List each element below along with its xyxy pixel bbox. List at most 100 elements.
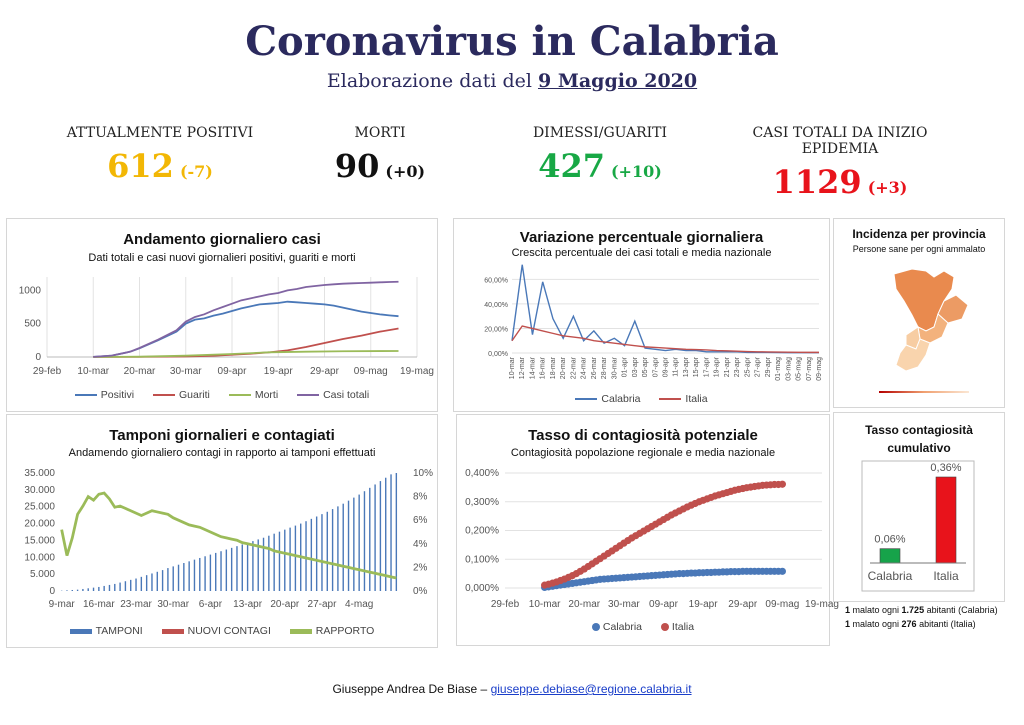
x-tick-label: 09-mag (765, 599, 799, 610)
footer: Giuseppe Andrea De Biase – giuseppe.debi… (0, 682, 1024, 696)
y-tick-label: 60,00% (484, 277, 508, 284)
x-tick-label: 01-apr (622, 356, 629, 377)
chart-title: Tasso di contagiosità potenziale (528, 427, 758, 444)
bar-tamponi (241, 544, 243, 591)
x-tick-label: 19-mag (805, 599, 839, 610)
panel-variation: Variazione percentuale giornaliera Cresc… (453, 218, 830, 412)
bar-tamponi (374, 484, 376, 591)
subtitle-date: 9 Maggio 2020 (537, 70, 698, 92)
bar-tamponi (225, 549, 228, 591)
bar-tamponi (156, 571, 158, 591)
y-left-tick-label: 5.000 (30, 569, 55, 580)
chart-legend: Calabria Italia (454, 393, 829, 405)
x-tick-label: 29-apr (765, 356, 772, 377)
bar-tamponi (215, 552, 217, 591)
page-subtitle: Elaborazione dati del 9 Maggio 2020 (0, 70, 1024, 92)
bar-tamponi (140, 576, 143, 591)
bar-tamponi (310, 518, 313, 591)
y-tick-label: 0,000% (465, 583, 499, 594)
x-tick-label: 19-apr (714, 356, 721, 377)
y-tick-label: 20,00% (484, 326, 508, 333)
x-tick-label: 09-apr (663, 356, 670, 377)
x-tick-label: 27-apr (755, 356, 762, 377)
x-tick-label: 4-mag (345, 599, 373, 610)
stat-label: ATTUALMENTE POSITIVI (66, 125, 254, 141)
stat-delta: (+3) (867, 178, 908, 197)
x-tick-label: 13-apr (233, 599, 263, 610)
incidence-scale (879, 391, 969, 393)
legend-item: Positivi (74, 389, 134, 401)
bar-tamponi (268, 535, 270, 591)
x-tick-label: 23-apr (734, 356, 741, 377)
x-tick-label: 10-mar (509, 356, 516, 379)
bar-tamponi (151, 573, 153, 591)
bar-tamponi (390, 474, 392, 591)
contagion-chart: 0,000% 0,100% 0,200% 0,300% 0,400% 29-feb 10-m… (465, 468, 839, 610)
y-tick-label: 0,400% (465, 468, 499, 479)
chart-subtitle: Andamendo giornaliero contagi in rapport… (68, 447, 376, 459)
x-tick-label: 30-mar (157, 599, 189, 610)
stat-number: 1129 (772, 163, 862, 201)
y-tick-label: 1000 (19, 285, 42, 296)
bar-tamponi (326, 511, 328, 591)
x-tick-label: 03-mag (785, 357, 792, 381)
bar-tamponi (369, 487, 371, 591)
stat-delta: (+0) (385, 162, 426, 181)
bar-tamponi (71, 589, 73, 591)
bar-tamponi (358, 494, 360, 591)
bar-tamponi (82, 588, 84, 591)
y-right-tick-label: 4% (413, 539, 428, 550)
y-left-tick-label: 30.000 (24, 485, 55, 496)
footer-author: Giuseppe Andrea De Biase – (332, 682, 488, 696)
x-tick-label: 01-mag (775, 357, 782, 381)
x-tick-label: 09-mag (816, 357, 823, 381)
variation-chart: 0,00% 20,00% 40,00% 60,00% 10-mar 12-mar 14-ma… (484, 264, 823, 381)
x-tick-label: 20-mar (124, 366, 156, 377)
y-right-tick-label: 0% (413, 586, 428, 597)
y-tick-label: 0,00% (488, 351, 508, 358)
y-right-tick-label: 6% (413, 515, 428, 526)
daily-chart: 29-feb 10-mar 20-mar 30-mar 09-apr 19-apr 29-a… (19, 277, 434, 377)
bar-tamponi (220, 551, 222, 591)
bar-tamponi (87, 588, 89, 591)
bar-tamponi (114, 583, 116, 591)
x-tick-label: 29-feb (491, 599, 520, 610)
chart-title: Andamento giornaliero casi (123, 231, 321, 248)
x-tick-label: 19-apr (689, 599, 719, 610)
legend-item: Morti (228, 389, 278, 401)
x-tick-label: 05-apr (642, 356, 649, 377)
bar-tamponi (230, 547, 233, 591)
y-tick-label: 0 (35, 352, 41, 363)
legend-item: Italia (660, 621, 694, 633)
bar-tamponi (246, 542, 249, 591)
stat-label: CASI TOTALI DA INIZIO EPIDEMIA (752, 125, 928, 157)
stat-number: 90 (334, 147, 380, 185)
bar-tamponi (172, 566, 174, 591)
stat-casi-totali: CASI TOTALI DA INIZIO EPIDEMIA 1129 (+3) (720, 125, 960, 201)
x-tick-label: 30-mar (170, 366, 202, 377)
y-right-tick-label: 10% (413, 468, 433, 479)
footer-email-link[interactable]: giuseppe.debiase@regione.calabria.it (490, 682, 692, 696)
x-tick-label: 20-mar (568, 599, 600, 610)
x-tick-label: 05-mag (796, 357, 803, 381)
x-tick-label: 27-apr (308, 599, 338, 610)
y-left-tick-label: 10.000 (24, 552, 55, 563)
x-tick-label: 09-apr (218, 366, 248, 377)
page-title: Coronavirus in Calabria (245, 18, 779, 65)
chart-subtitle: Persone sane per ogni ammalato (852, 244, 986, 254)
x-tick-label: 29-feb (33, 366, 62, 377)
y-right-tick-label: 8% (413, 492, 428, 503)
chart-title: Variazione percentuale giornaliera (519, 229, 764, 246)
bar-tamponi (167, 568, 169, 591)
x-tick-label: 20-mar (560, 356, 567, 379)
y-left-tick-label: 35.000 (24, 468, 55, 479)
y-left-tick-label: 20.000 (24, 519, 55, 530)
bar-tamponi (363, 491, 366, 591)
x-tick-label: 20-apr (270, 599, 300, 610)
bar-tamponi (161, 570, 164, 591)
x-tick-label: 9-mar (49, 599, 76, 610)
panel-swabs: Tamponi giornalieri e contagiati Andamen… (6, 414, 438, 648)
swabs-chart: 0 5.000 10.000 15.000 20.000 25.000 30.000 35.0… (24, 468, 433, 610)
bar-tamponi (273, 533, 275, 591)
plot-frame (861, 460, 975, 592)
